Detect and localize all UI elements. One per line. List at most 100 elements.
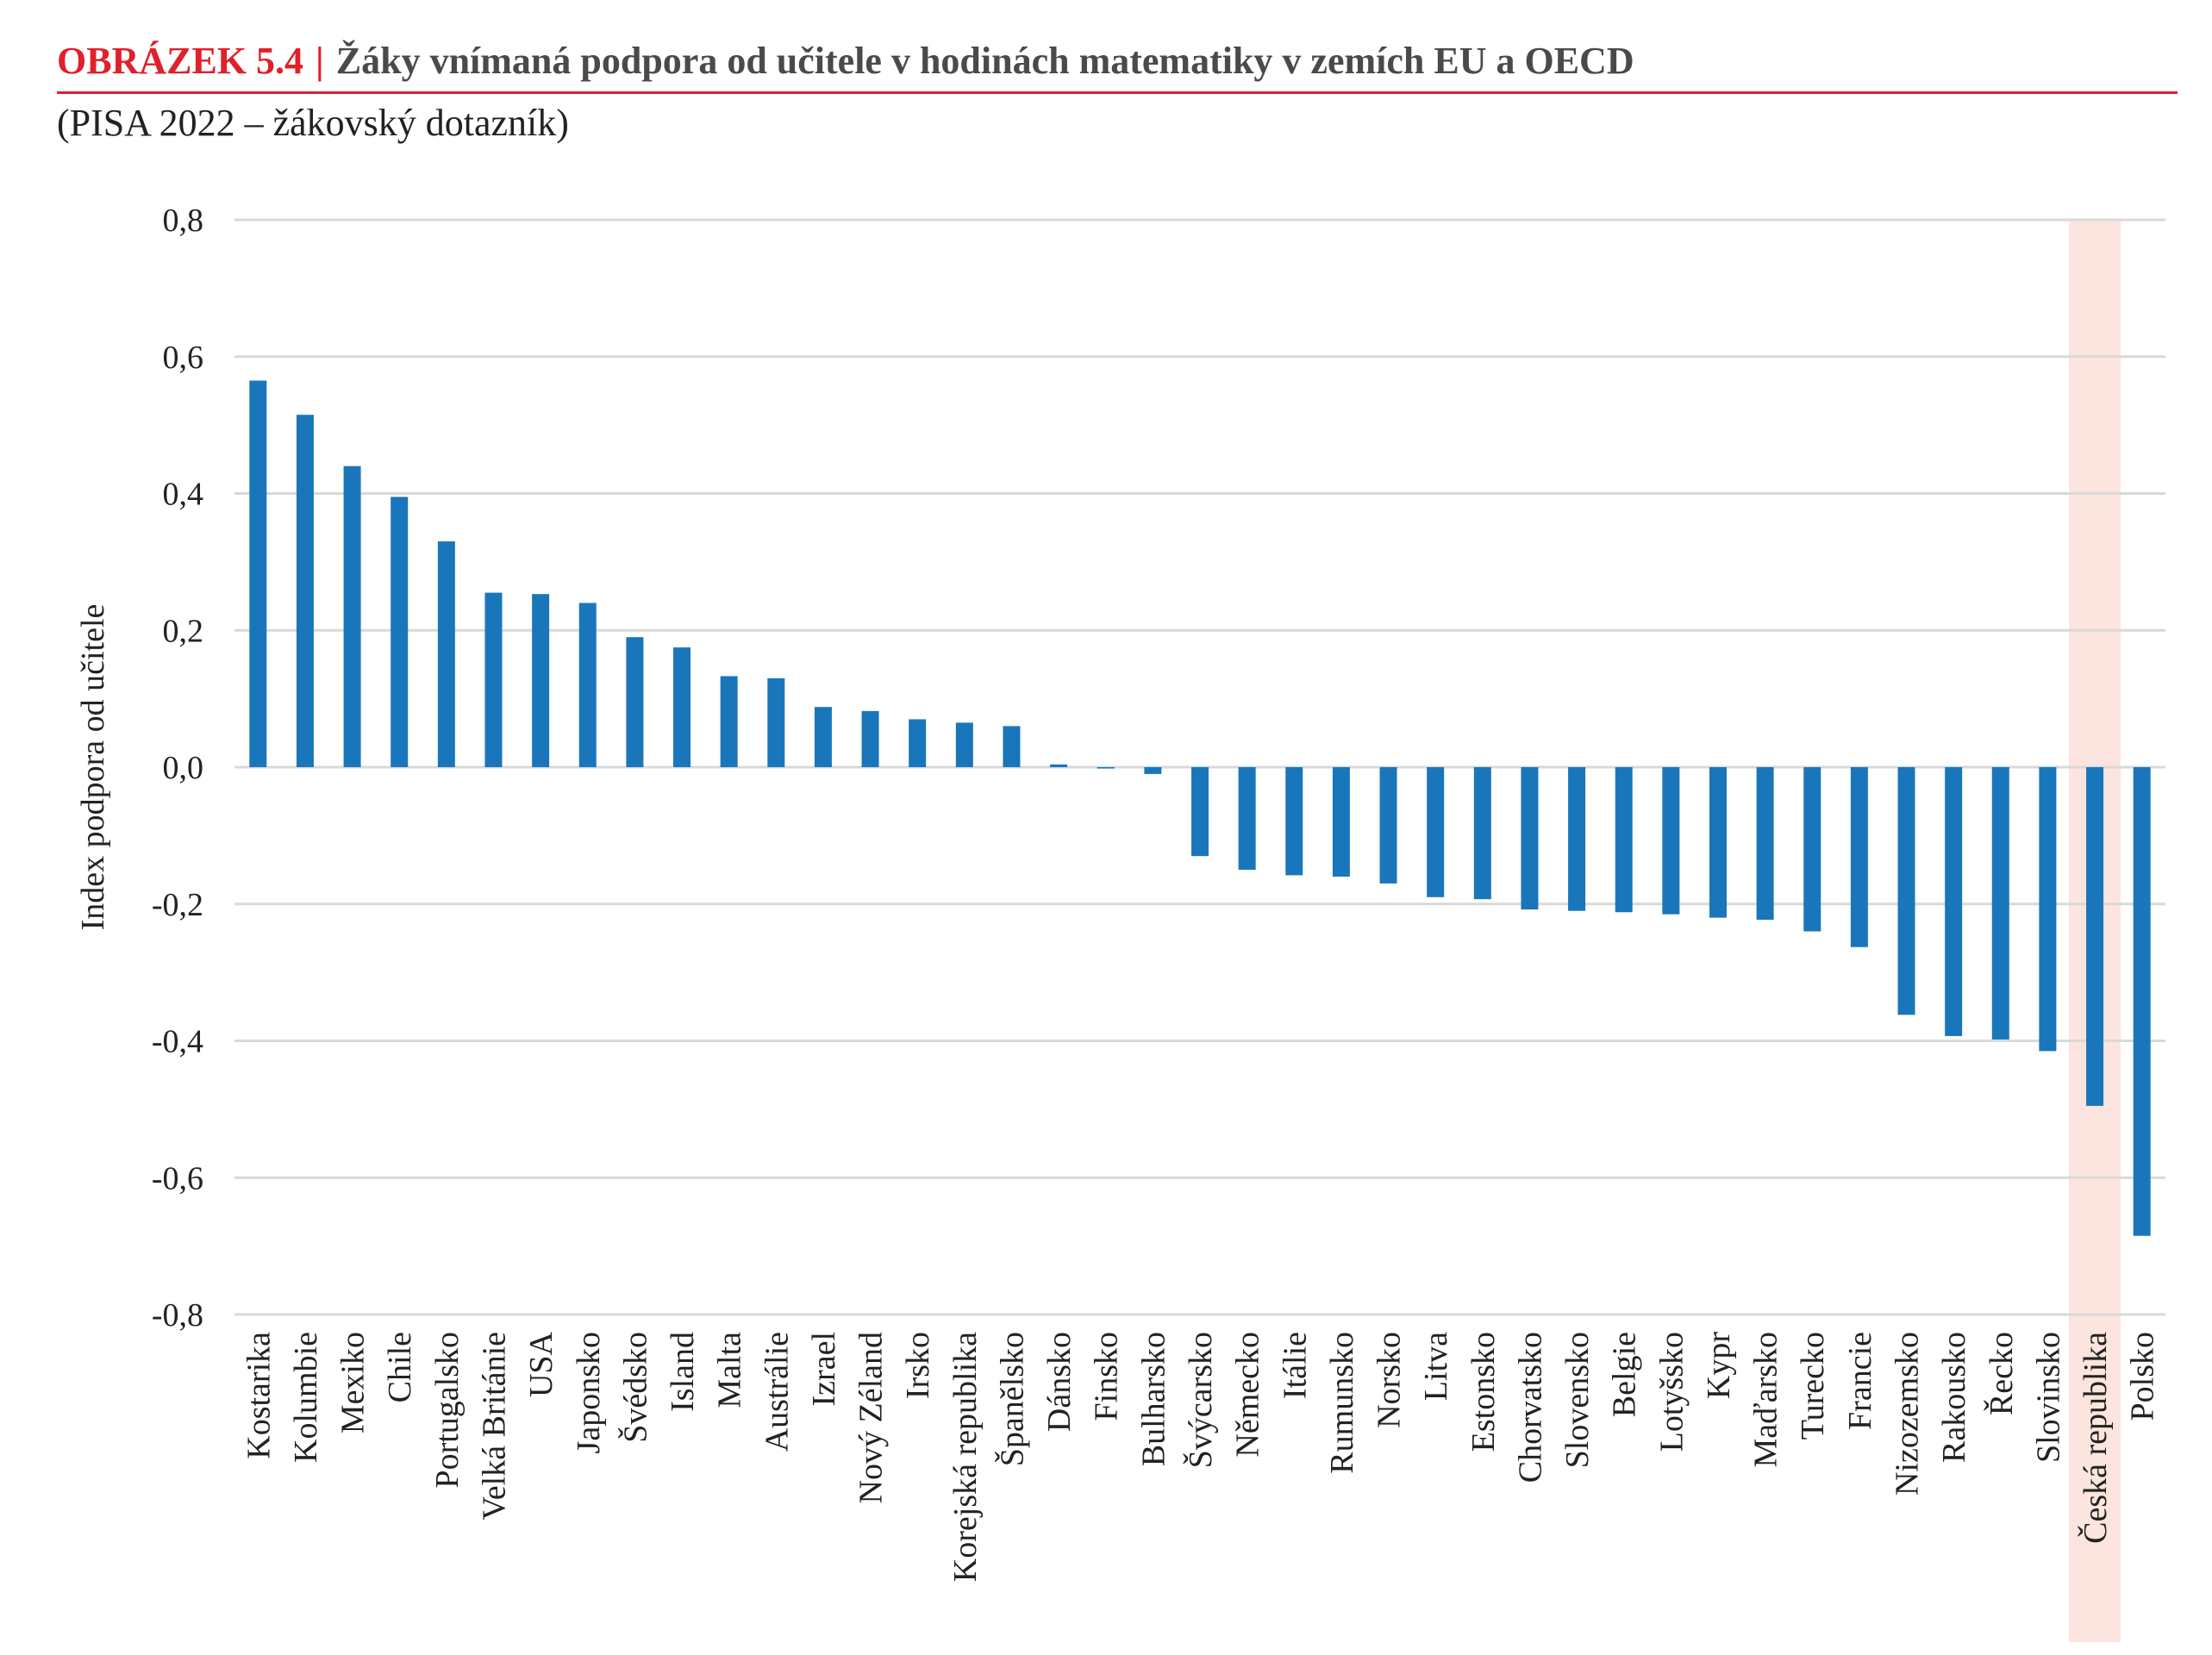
title-separator: |: [316, 40, 324, 82]
x-tick-label: Rumunsko: [1324, 1332, 1360, 1474]
x-tick-label: Mexiko: [335, 1332, 372, 1433]
bar: [1427, 767, 1445, 897]
bar: [1897, 767, 1915, 1015]
x-tick-label: Litva: [1418, 1332, 1454, 1401]
y-tick-label: 0,6: [163, 340, 204, 376]
x-tick-label: Polsko: [2125, 1332, 2161, 1421]
bar: [1097, 767, 1115, 769]
bar: [1285, 767, 1303, 876]
x-tick-label: Slovensko: [1559, 1332, 1596, 1468]
x-tick-label: Kolumbie: [288, 1332, 324, 1463]
x-tick-label: Švédsko: [617, 1332, 653, 1443]
x-tick-label: Velká Británie: [476, 1332, 512, 1520]
x-tick-label: Portugalsko: [429, 1332, 466, 1489]
bar: [767, 678, 785, 767]
x-tick-label: Island: [665, 1332, 701, 1412]
bar: [1803, 767, 1821, 932]
x-tick-label: Nizozemsko: [1890, 1332, 1926, 1496]
bar: [1144, 767, 1162, 774]
bar: [2086, 767, 2104, 1106]
bar: [626, 637, 644, 767]
x-tick-label: Korejská republika: [947, 1332, 984, 1582]
x-tick-label: Slovinsko: [2030, 1332, 2066, 1463]
bar: [1945, 767, 1963, 1036]
figure-subtitle: (PISA 2022 – žákovský dotazník): [57, 102, 569, 144]
y-tick-label: -0,6: [152, 1160, 203, 1196]
x-tick-label: Izrael: [806, 1332, 842, 1406]
bar: [1568, 767, 1586, 911]
x-tick-label: Nový Zéland: [853, 1332, 890, 1503]
y-tick-label: 0,8: [163, 203, 204, 239]
x-tick-label: Kypr: [1701, 1332, 1737, 1399]
bar: [343, 465, 361, 767]
y-tick-label: -0,2: [152, 887, 203, 923]
x-tick-label: Řecko: [1984, 1332, 2020, 1415]
x-tick-label: Chile: [382, 1332, 418, 1402]
bar: [2039, 767, 2057, 1052]
x-tick-label: Finsko: [1089, 1332, 1125, 1421]
x-tick-label: Itálie: [1277, 1332, 1313, 1399]
bar: [814, 707, 832, 767]
x-tick-label: Francie: [1842, 1332, 1878, 1430]
y-tick-label: 0,0: [163, 750, 204, 786]
bar: [1050, 764, 1068, 767]
y-tick-label: -0,8: [152, 1297, 203, 1333]
x-tick-label: Švýcarsko: [1183, 1332, 1219, 1468]
bar: [955, 722, 973, 767]
bar: [1191, 767, 1209, 857]
figure-header: OBRÁZEK 5.4 | Žáky vnímaná podpora od učit…: [57, 34, 2178, 153]
x-tick-label: Belgie: [1607, 1332, 1643, 1417]
x-tick-label: Chorvatsko: [1512, 1332, 1548, 1483]
bar: [484, 592, 503, 767]
bar: [296, 415, 314, 767]
bar: [1709, 767, 1727, 918]
bar: [1473, 767, 1491, 900]
bar: [1991, 767, 2009, 1040]
x-tick-label: Irsko: [900, 1332, 936, 1399]
figure-title: Žáky vnímaná podpora od učitele v hodiná…: [335, 40, 1634, 82]
x-tick-label: Japonsko: [571, 1332, 607, 1453]
x-tick-label: Kostarika: [241, 1332, 277, 1459]
x-tick-label: Česká republika: [2078, 1332, 2114, 1544]
bar: [909, 719, 927, 767]
x-tick-label: Lotyšsko: [1653, 1332, 1690, 1452]
bar: [1662, 767, 1680, 915]
bar: [1756, 767, 1774, 921]
x-tick-label: USA: [523, 1331, 559, 1397]
bar: [1521, 767, 1539, 910]
y-tick-label: 0,2: [163, 613, 204, 649]
x-tick-label: Rakousko: [1936, 1332, 1972, 1463]
bar: [861, 710, 879, 767]
bar: [673, 647, 691, 767]
bar: [1379, 767, 1397, 884]
bar: [437, 541, 455, 767]
y-tick-label: 0,4: [163, 477, 204, 513]
bar: [720, 676, 738, 767]
y-tick-label: -0,4: [152, 1024, 203, 1060]
x-tick-label: Bulharsko: [1135, 1332, 1172, 1466]
bar: [1850, 767, 1868, 947]
x-tick-label: Dánsko: [1041, 1332, 1078, 1432]
bar: [1003, 726, 1021, 767]
bar: [391, 496, 409, 767]
bar: [249, 380, 267, 767]
x-tick-label: Španělsko: [994, 1332, 1030, 1466]
bar: [1332, 767, 1350, 877]
x-tick-label: Norsko: [1372, 1332, 1408, 1428]
x-tick-label: Malta: [712, 1332, 748, 1408]
figure-title-line: OBRÁZEK 5.4 | Žáky vnímaná podpora od učit…: [57, 34, 2178, 88]
bar: [1615, 767, 1633, 913]
y-axis-title: Index podpora od učitele: [75, 604, 111, 931]
bar: [2133, 767, 2151, 1236]
x-tick-label: Turecko: [1795, 1332, 1831, 1440]
x-tick-label: Německo: [1230, 1332, 1266, 1458]
bar: [1238, 767, 1256, 871]
x-tick-label: Estonsko: [1465, 1332, 1502, 1452]
x-tick-label: Maďarsko: [1748, 1332, 1784, 1468]
bar: [578, 603, 597, 767]
title-rule: [57, 91, 2178, 94]
bar: [532, 594, 550, 767]
x-tick-label: Austrálie: [759, 1332, 795, 1452]
figure-label: OBRÁZEK 5.4: [57, 40, 304, 82]
